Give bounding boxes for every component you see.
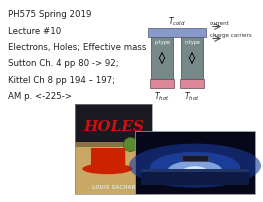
FancyBboxPatch shape	[91, 148, 125, 170]
Ellipse shape	[182, 166, 208, 178]
Text: Kittel Ch 8 pp 194 – 197;: Kittel Ch 8 pp 194 – 197;	[8, 76, 115, 85]
Ellipse shape	[150, 152, 240, 183]
Bar	[75, 142, 152, 147]
Text: n-type: n-type	[184, 40, 200, 45]
Bar	[141, 169, 249, 172]
Text: Lecture #10: Lecture #10	[8, 26, 61, 35]
Text: charge carriers: charge carriers	[210, 33, 252, 38]
Bar	[180, 80, 204, 88]
Bar	[182, 155, 208, 161]
Bar	[75, 104, 152, 145]
Bar	[135, 131, 255, 194]
Bar	[151, 38, 173, 80]
Text: $T_{hot}$: $T_{hot}$	[154, 90, 170, 103]
Text: $T_{cold}$: $T_{cold}$	[168, 15, 186, 28]
Bar	[75, 104, 152, 194]
Ellipse shape	[168, 161, 222, 180]
Text: HOLES: HOLES	[83, 119, 144, 133]
Bar	[150, 80, 174, 88]
Bar	[75, 143, 152, 194]
Ellipse shape	[82, 164, 132, 174]
Text: Sutton Ch. 4 pp 80 -> 92;: Sutton Ch. 4 pp 80 -> 92;	[8, 59, 119, 68]
Text: Electrons, Holes; Effective mass: Electrons, Holes; Effective mass	[8, 43, 146, 52]
Bar	[141, 169, 249, 185]
Text: AM p. <-225->: AM p. <-225->	[8, 92, 72, 101]
Circle shape	[123, 138, 138, 152]
Bar	[181, 38, 203, 80]
Bar	[148, 29, 206, 38]
Text: PH575 Spring 2019: PH575 Spring 2019	[8, 10, 91, 19]
Text: p-type: p-type	[154, 40, 170, 45]
Ellipse shape	[129, 144, 261, 188]
Text: LOUIS SACHAR: LOUIS SACHAR	[92, 184, 135, 189]
Text: current: current	[210, 21, 230, 26]
Text: $T_{hot}$: $T_{hot}$	[184, 90, 200, 103]
